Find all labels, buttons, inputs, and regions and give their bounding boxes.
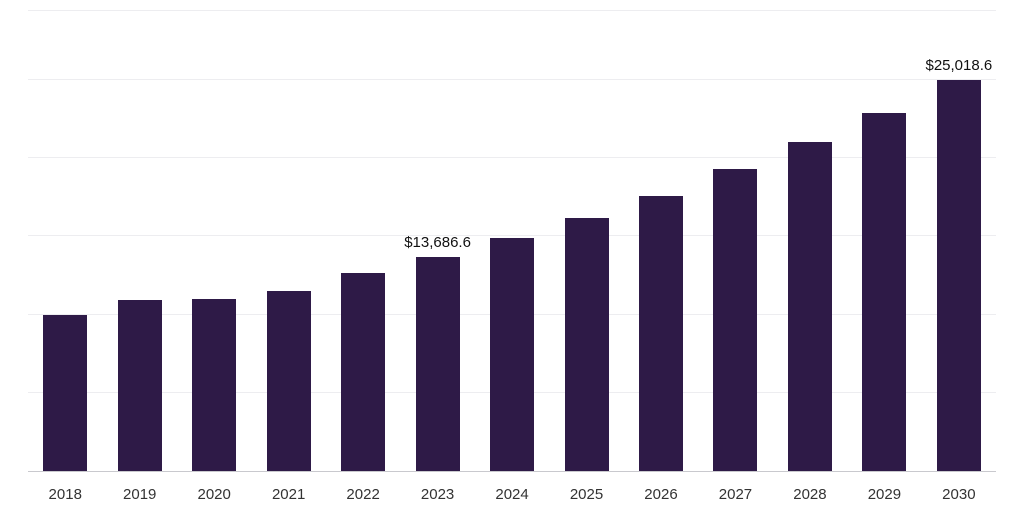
bar-value-label: $13,686.6 xyxy=(404,233,471,251)
bar-2026 xyxy=(638,195,683,471)
bar-column-2023: $13,686.6 xyxy=(400,11,474,471)
bar-2024 xyxy=(490,237,535,471)
gridline xyxy=(28,157,996,159)
bar-2029 xyxy=(862,112,907,471)
bar-column-2024 xyxy=(475,11,549,471)
x-tick-2026: 2026 xyxy=(644,486,678,503)
bar-column-2025 xyxy=(549,11,623,471)
bar-2019 xyxy=(117,300,162,471)
x-tick-2027: 2027 xyxy=(718,486,753,503)
bar-2030 xyxy=(936,79,981,471)
bar-column-2028 xyxy=(773,11,847,471)
x-tick-2020: 2020 xyxy=(197,486,231,503)
bar-2018 xyxy=(43,314,88,471)
x-tick-2028: 2028 xyxy=(793,486,827,503)
x-tick-2018: 2018 xyxy=(48,486,82,503)
bar-column-2026 xyxy=(624,11,698,471)
bar-value-label: $25,018.6 xyxy=(925,56,993,74)
x-tick-2022: 2022 xyxy=(346,486,380,503)
x-tick-2021: 2021 xyxy=(271,486,306,503)
bar-column-2029 xyxy=(847,11,921,471)
bar-column-2020 xyxy=(177,11,251,471)
bar-2020 xyxy=(192,298,237,471)
bar-2025 xyxy=(564,217,609,471)
bar-2023 xyxy=(415,256,460,471)
x-tick-2023: 2023 xyxy=(420,486,455,503)
bar-chart: $13,686.6 $25,018.6 2018 2019 2020 2021 2022 2… xyxy=(28,10,996,503)
x-tick-2030: 2030 xyxy=(942,486,976,503)
bar-2021 xyxy=(266,291,311,471)
bar-column-2019 xyxy=(102,11,176,471)
bar-column-2018 xyxy=(28,11,102,471)
x-tick-2024: 2024 xyxy=(495,486,529,503)
x-tick-2029: 2029 xyxy=(867,486,902,503)
x-axis: 2018 2019 2020 2021 2022 2023 2024 2025 2026 2027… xyxy=(28,471,996,503)
gridline xyxy=(28,235,996,237)
bar-2022 xyxy=(341,273,386,471)
x-tick-2019: 2019 xyxy=(123,486,157,503)
plot-area: $13,686.6 $25,018.6 xyxy=(28,10,996,471)
bar-column-2030: $25,018.6 xyxy=(922,11,996,471)
bar-column-2021 xyxy=(251,11,325,471)
bar-column-2022 xyxy=(326,11,400,471)
bar-column-2027 xyxy=(698,11,772,471)
bar-2028 xyxy=(787,142,832,471)
x-tick-2025: 2025 xyxy=(569,486,604,503)
bar-2027 xyxy=(713,169,758,471)
gridline xyxy=(28,78,996,80)
